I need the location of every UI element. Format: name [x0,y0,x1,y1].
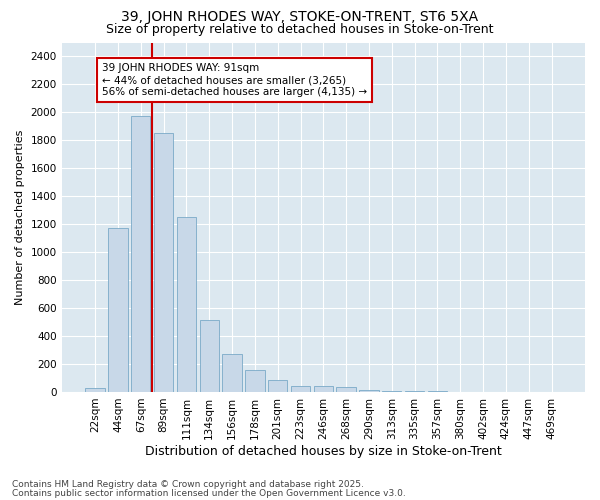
Bar [314,386,333,392]
Text: 39, JOHN RHODES WAY, STOKE-ON-TRENT, ST6 5XA: 39, JOHN RHODES WAY, STOKE-ON-TRENT, ST6… [121,10,479,24]
Text: Size of property relative to detached houses in Stoke-on-Trent: Size of property relative to detached ho… [106,22,494,36]
Bar [223,354,242,392]
Bar [108,228,128,392]
Bar [337,387,356,392]
Text: 39 JOHN RHODES WAY: 91sqm
← 44% of detached houses are smaller (3,265)
56% of se: 39 JOHN RHODES WAY: 91sqm ← 44% of detac… [102,64,367,96]
X-axis label: Distribution of detached houses by size in Stoke-on-Trent: Distribution of detached houses by size … [145,444,502,458]
Text: Contains HM Land Registry data © Crown copyright and database right 2025.: Contains HM Land Registry data © Crown c… [12,480,364,489]
Bar [154,134,173,392]
Bar [405,391,424,392]
Bar [359,390,379,392]
Bar [177,217,196,392]
Y-axis label: Number of detached properties: Number of detached properties [15,130,25,305]
Text: Contains public sector information licensed under the Open Government Licence v3: Contains public sector information licen… [12,488,406,498]
Bar [382,390,401,392]
Bar [291,386,310,392]
Bar [268,380,287,392]
Bar [245,370,265,392]
Bar [131,116,151,392]
Bar [200,320,219,392]
Bar [85,388,105,392]
